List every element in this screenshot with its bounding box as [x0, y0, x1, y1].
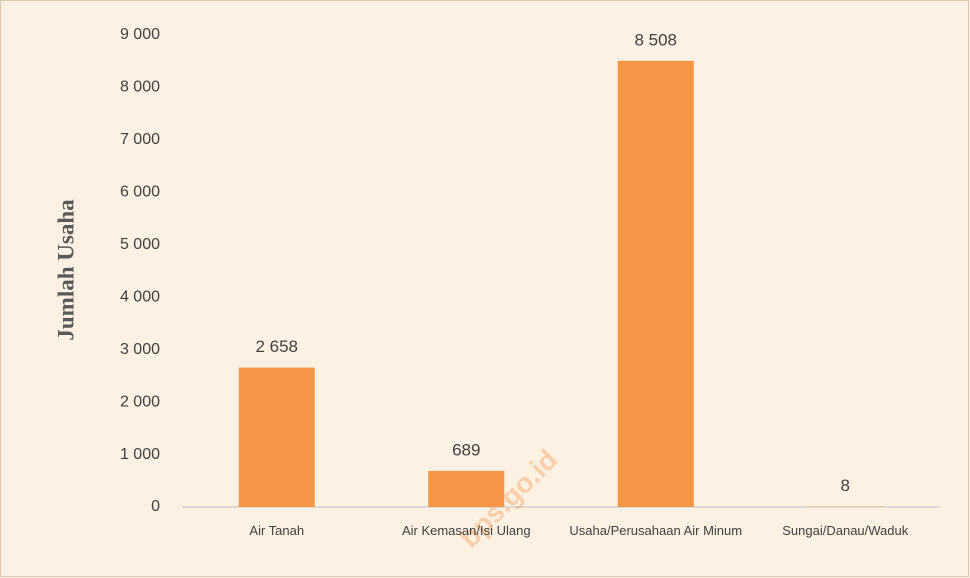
bar [617, 60, 694, 507]
y-tick-label: 4 000 [120, 288, 160, 305]
y-tick-label: 9 000 [120, 26, 160, 43]
x-tick-label: Air Kemasan/Isi Ulang [401, 523, 531, 538]
bar [428, 470, 505, 507]
y-tick-label: 5 000 [120, 236, 160, 253]
value-label: 8 [841, 476, 850, 495]
x-tick-label: Air Tanah [249, 523, 305, 538]
y-tick-label: 6 000 [120, 184, 160, 201]
x-tick-label: Sungai/Danau/Waduk [782, 523, 909, 538]
y-tick-label: 1 000 [120, 446, 160, 463]
y-tick-label: 8 000 [120, 79, 160, 96]
y-tick-label: 0 [151, 498, 160, 515]
y-tick-label: 2 000 [120, 393, 160, 410]
y-tick-label: 3 000 [120, 341, 160, 358]
bar [238, 367, 315, 507]
value-label: 2 658 [255, 337, 298, 356]
value-label: 8 508 [634, 30, 677, 49]
x-tick-label: Usaha/Perusahaan Air Minum [569, 523, 743, 538]
y-tick-label: 7 000 [120, 131, 160, 148]
value-label: 689 [452, 440, 480, 459]
y-axis-title: Jumlah Usaha [53, 199, 78, 341]
